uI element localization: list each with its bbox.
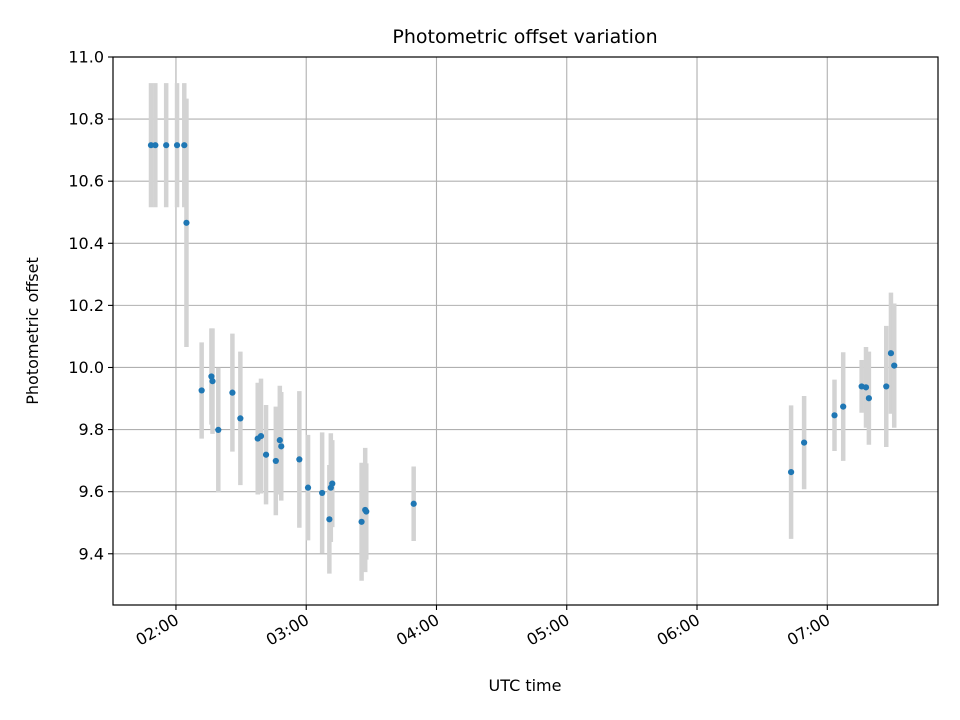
data-point <box>326 516 333 523</box>
data-point <box>163 142 170 149</box>
y-tick-label: 10.8 <box>68 110 104 129</box>
data-point <box>410 500 417 507</box>
data-point <box>862 384 870 391</box>
data-point <box>257 432 265 440</box>
y-tick-label: 9.8 <box>79 420 104 439</box>
data-point <box>865 395 872 402</box>
data-point <box>152 142 159 149</box>
y-tick-label: 10.0 <box>68 358 104 377</box>
data-point <box>229 389 236 396</box>
data-point <box>883 383 890 390</box>
data-point <box>208 373 215 380</box>
data-point <box>891 362 898 369</box>
data-point <box>296 456 303 463</box>
data-point <box>209 378 216 385</box>
point-layer <box>147 142 898 525</box>
data-point <box>276 437 283 444</box>
data-point <box>278 443 285 450</box>
data-point <box>358 518 365 525</box>
data-point <box>262 451 270 458</box>
grid-layer <box>113 56 938 605</box>
y-tick-label: 11.0 <box>68 48 104 67</box>
x-axis-title: UTC time <box>489 676 562 695</box>
y-axis-title: Photometric offset <box>23 257 42 405</box>
data-point <box>363 508 370 515</box>
y-tick-label: 10.6 <box>68 172 104 191</box>
y-tick-label: 9.6 <box>79 482 104 501</box>
data-point <box>272 457 279 465</box>
data-point <box>215 426 222 433</box>
data-point <box>198 387 205 394</box>
data-point <box>173 142 181 149</box>
data-point <box>147 142 155 149</box>
y-tick-label: 9.4 <box>79 544 104 563</box>
data-point <box>801 439 808 446</box>
data-point <box>840 403 847 410</box>
chart-title: Photometric offset variation <box>392 26 657 48</box>
data-point <box>831 412 838 419</box>
data-point <box>887 350 895 357</box>
data-point <box>319 489 326 497</box>
y-tick-label: 10.4 <box>68 234 104 253</box>
data-point <box>237 415 244 422</box>
plot-frame <box>112 56 939 606</box>
data-point <box>304 484 312 491</box>
y-tick-label: 10.2 <box>68 296 104 315</box>
data-point <box>787 469 795 476</box>
data-point <box>181 142 188 149</box>
data-point <box>329 480 336 487</box>
data-point <box>183 219 190 226</box>
